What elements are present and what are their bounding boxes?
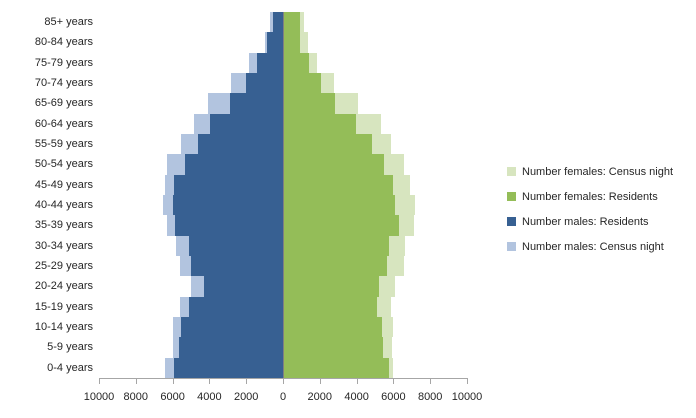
bar-males-residents-4 (229, 93, 283, 114)
plot-area (99, 12, 467, 378)
bar-females-residents-14 (283, 296, 377, 317)
bar-females-residents-1 (283, 32, 301, 53)
bar-males-residents-9 (172, 195, 283, 216)
age-group-label-10: 35-39 years (34, 219, 93, 232)
bar-females-residents-10 (283, 215, 399, 236)
bar-males-residents-13 (203, 276, 283, 297)
category-axis-line (283, 12, 284, 378)
x-axis-tick-label-0: 10000 (83, 391, 115, 403)
x-axis-tick (319, 379, 321, 384)
legend-swatch-males-residents (507, 217, 516, 226)
x-axis-tick-label-6: 2000 (307, 391, 333, 403)
x-axis-line (99, 378, 468, 379)
x-axis-tick (467, 379, 468, 384)
x-axis-tick-label-8: 6000 (381, 391, 406, 403)
bar-females-residents-7 (283, 154, 385, 175)
bar-females-residents-6 (283, 134, 373, 155)
x-axis-tick-label-5: 0 (279, 391, 287, 403)
age-group-label-11: 30-34 years (34, 239, 93, 252)
x-axis-tick (99, 379, 100, 384)
x-axis-tick-label-3: 4000 (197, 391, 222, 403)
bar-females-residents-11 (283, 235, 389, 256)
bar-males-residents-16 (179, 337, 283, 358)
bar-females-residents-13 (283, 276, 379, 297)
age-group-label-12: 25-29 years (34, 260, 93, 272)
x-axis-tick (393, 379, 395, 384)
bar-males-residents-14 (189, 296, 283, 317)
age-group-label-3: 70-74 years (34, 77, 93, 89)
bar-males-residents-7 (185, 154, 283, 175)
bar-males-residents-12 (191, 256, 283, 277)
x-axis-tick (209, 379, 211, 384)
bar-females-residents-3 (283, 73, 321, 94)
bar-males-residents-10 (175, 215, 283, 236)
age-group-label-13: 20-24 years (34, 280, 93, 293)
age-group-label-4: 65-69 years (34, 97, 93, 110)
age-group-label-17: 0-4 years (47, 361, 93, 374)
bar-females-residents-9 (283, 195, 396, 216)
x-axis-tick-label-4: 2000 (233, 391, 259, 403)
legend-label-females-residents: Number females: Residents (522, 190, 658, 203)
bar-males-residents-3 (246, 73, 283, 94)
legend-swatch-females-residents (507, 192, 516, 201)
legend-label-females-census-night: Number females: Census night (522, 165, 674, 178)
x-axis-tick-label-1: 8000 (123, 391, 149, 403)
age-group-label-16: 5-9 years (47, 341, 93, 354)
age-group-label-7: 50-54 years (34, 158, 93, 171)
x-axis-tick (283, 379, 284, 384)
x-axis-tick-label-7: 4000 (344, 391, 369, 403)
x-axis-tick-label-10: 10000 (451, 391, 483, 403)
bar-males-residents-15 (180, 317, 283, 338)
bar-females-residents-15 (283, 317, 383, 338)
legend-label-males-residents: Number males: Residents (522, 215, 649, 228)
legend-item-females-residents: Number females: Residents (507, 184, 673, 209)
bar-females-residents-12 (283, 256, 387, 277)
bar-males-residents-11 (189, 235, 283, 256)
bar-males-residents-5 (210, 113, 283, 134)
x-axis-tick (135, 379, 137, 384)
age-group-label-5: 60-64 years (34, 117, 93, 130)
legend: Number females: Census night Number femal… (507, 159, 673, 259)
age-group-label-8: 45-49 years (34, 178, 93, 191)
bar-males-residents-6 (198, 134, 283, 155)
bar-males-residents-8 (174, 174, 283, 195)
legend-swatch-males-census-night (507, 242, 516, 251)
bar-males-residents-1 (267, 32, 283, 53)
x-axis-tick (246, 379, 248, 384)
age-group-label-0: 85+ years (44, 16, 93, 28)
bar-females-residents-16 (283, 337, 384, 358)
bar-females-residents-8 (283, 174, 394, 195)
age-group-label-6: 55-59 years (34, 138, 93, 150)
age-group-label-1: 80-84 years (34, 36, 93, 49)
age-group-label-15: 10-14 years (34, 321, 93, 333)
x-axis-tick-label-9: 8000 (417, 391, 443, 403)
age-group-label-14: 15-19 years (34, 300, 93, 313)
legend-swatch-females-census-night (507, 167, 516, 176)
bar-males-residents-17 (173, 357, 283, 378)
legend-item-males-census-night: Number males: Census night (507, 234, 673, 259)
x-axis-tick-label-2: 6000 (160, 391, 185, 403)
bar-males-residents-0 (272, 12, 283, 33)
bar-females-residents-2 (283, 52, 309, 73)
bar-females-residents-4 (283, 93, 336, 114)
age-group-label-2: 75-79 years (34, 56, 93, 69)
x-axis-tick (356, 379, 358, 384)
x-axis-tick (172, 379, 174, 384)
bar-females-residents-5 (283, 113, 356, 134)
bar-females-residents-17 (283, 357, 389, 378)
bar-females-residents-0 (283, 12, 301, 33)
legend-item-females-census-night: Number females: Census night (507, 159, 673, 184)
age-group-label-9: 40-44 years (34, 199, 93, 211)
legend-label-males-census-night: Number males: Census night (522, 240, 664, 253)
bar-males-residents-2 (257, 52, 283, 73)
x-axis-tick (430, 379, 432, 384)
legend-item-males-residents: Number males: Residents (507, 209, 673, 234)
